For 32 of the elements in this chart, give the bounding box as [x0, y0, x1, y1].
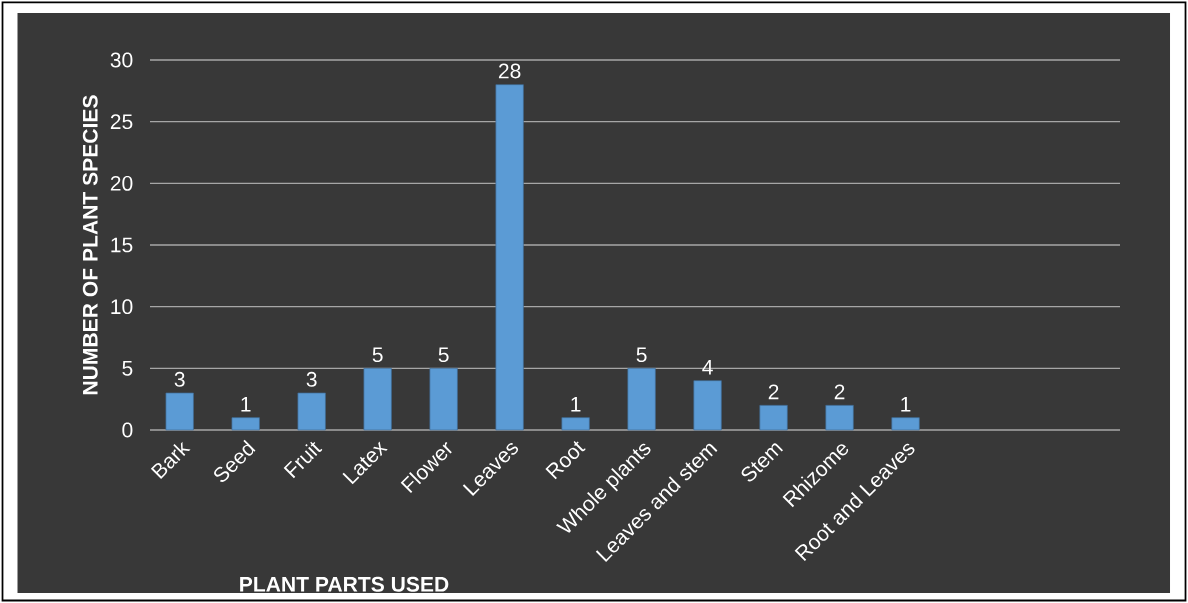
bar — [891, 417, 920, 431]
bar — [231, 417, 260, 431]
bar — [825, 404, 854, 431]
data-label: 5 — [438, 347, 449, 363]
bar — [561, 417, 590, 431]
x-axis-title: PLANT PARTS USED — [240, 576, 449, 592]
y-axis-title: NUMBER OF PLANT SPECIES — [82, 95, 98, 395]
data-label: 5 — [636, 347, 647, 363]
y-tick-label: 10 — [111, 299, 133, 315]
data-label: 1 — [901, 396, 911, 412]
y-tick-label: 25 — [110, 114, 133, 130]
data-label: 5 — [372, 347, 383, 363]
y-tick-label: 5 — [122, 360, 133, 376]
data-label: 3 — [174, 371, 185, 387]
bar — [693, 380, 722, 431]
data-label: 2 — [768, 384, 779, 400]
data-label: 3 — [306, 371, 317, 387]
data-label: 2 — [834, 384, 845, 400]
bar — [297, 392, 326, 431]
bar — [165, 392, 194, 431]
bar — [363, 367, 392, 431]
y-tick-label: 30 — [110, 52, 133, 68]
data-label: 28 — [498, 63, 521, 79]
bar — [429, 367, 458, 431]
bar — [495, 84, 524, 431]
bar — [627, 367, 656, 431]
y-tick-label: 15 — [111, 237, 133, 253]
bar — [759, 404, 788, 431]
y-tick-label: 0 — [122, 422, 133, 438]
y-tick-label: 20 — [110, 175, 133, 191]
data-label: 1 — [241, 396, 251, 412]
data-label: 1 — [571, 396, 581, 412]
